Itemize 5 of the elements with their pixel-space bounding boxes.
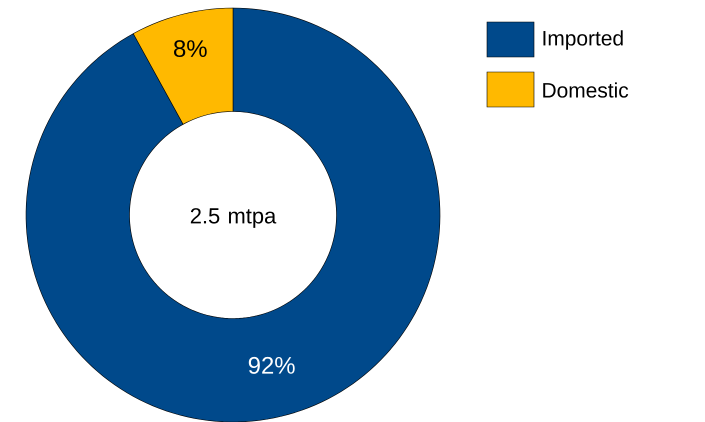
legend-label: Domestic <box>543 82 628 98</box>
data-label: 92% <box>248 356 295 374</box>
data-label: 8% <box>174 40 207 58</box>
legend-label: Imported <box>543 30 623 50</box>
text: 2.5 mtpa <box>190 208 276 228</box>
